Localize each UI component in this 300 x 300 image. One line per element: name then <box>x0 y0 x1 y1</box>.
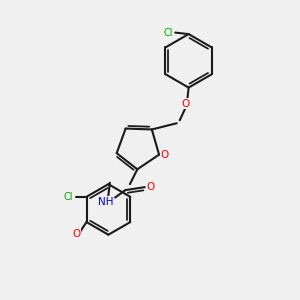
Text: Cl: Cl <box>163 28 172 38</box>
Text: Cl: Cl <box>64 192 74 202</box>
Text: O: O <box>147 182 155 192</box>
Text: O: O <box>160 150 169 160</box>
Text: O: O <box>72 229 80 239</box>
Text: O: O <box>182 99 190 109</box>
Text: NH: NH <box>98 197 114 207</box>
